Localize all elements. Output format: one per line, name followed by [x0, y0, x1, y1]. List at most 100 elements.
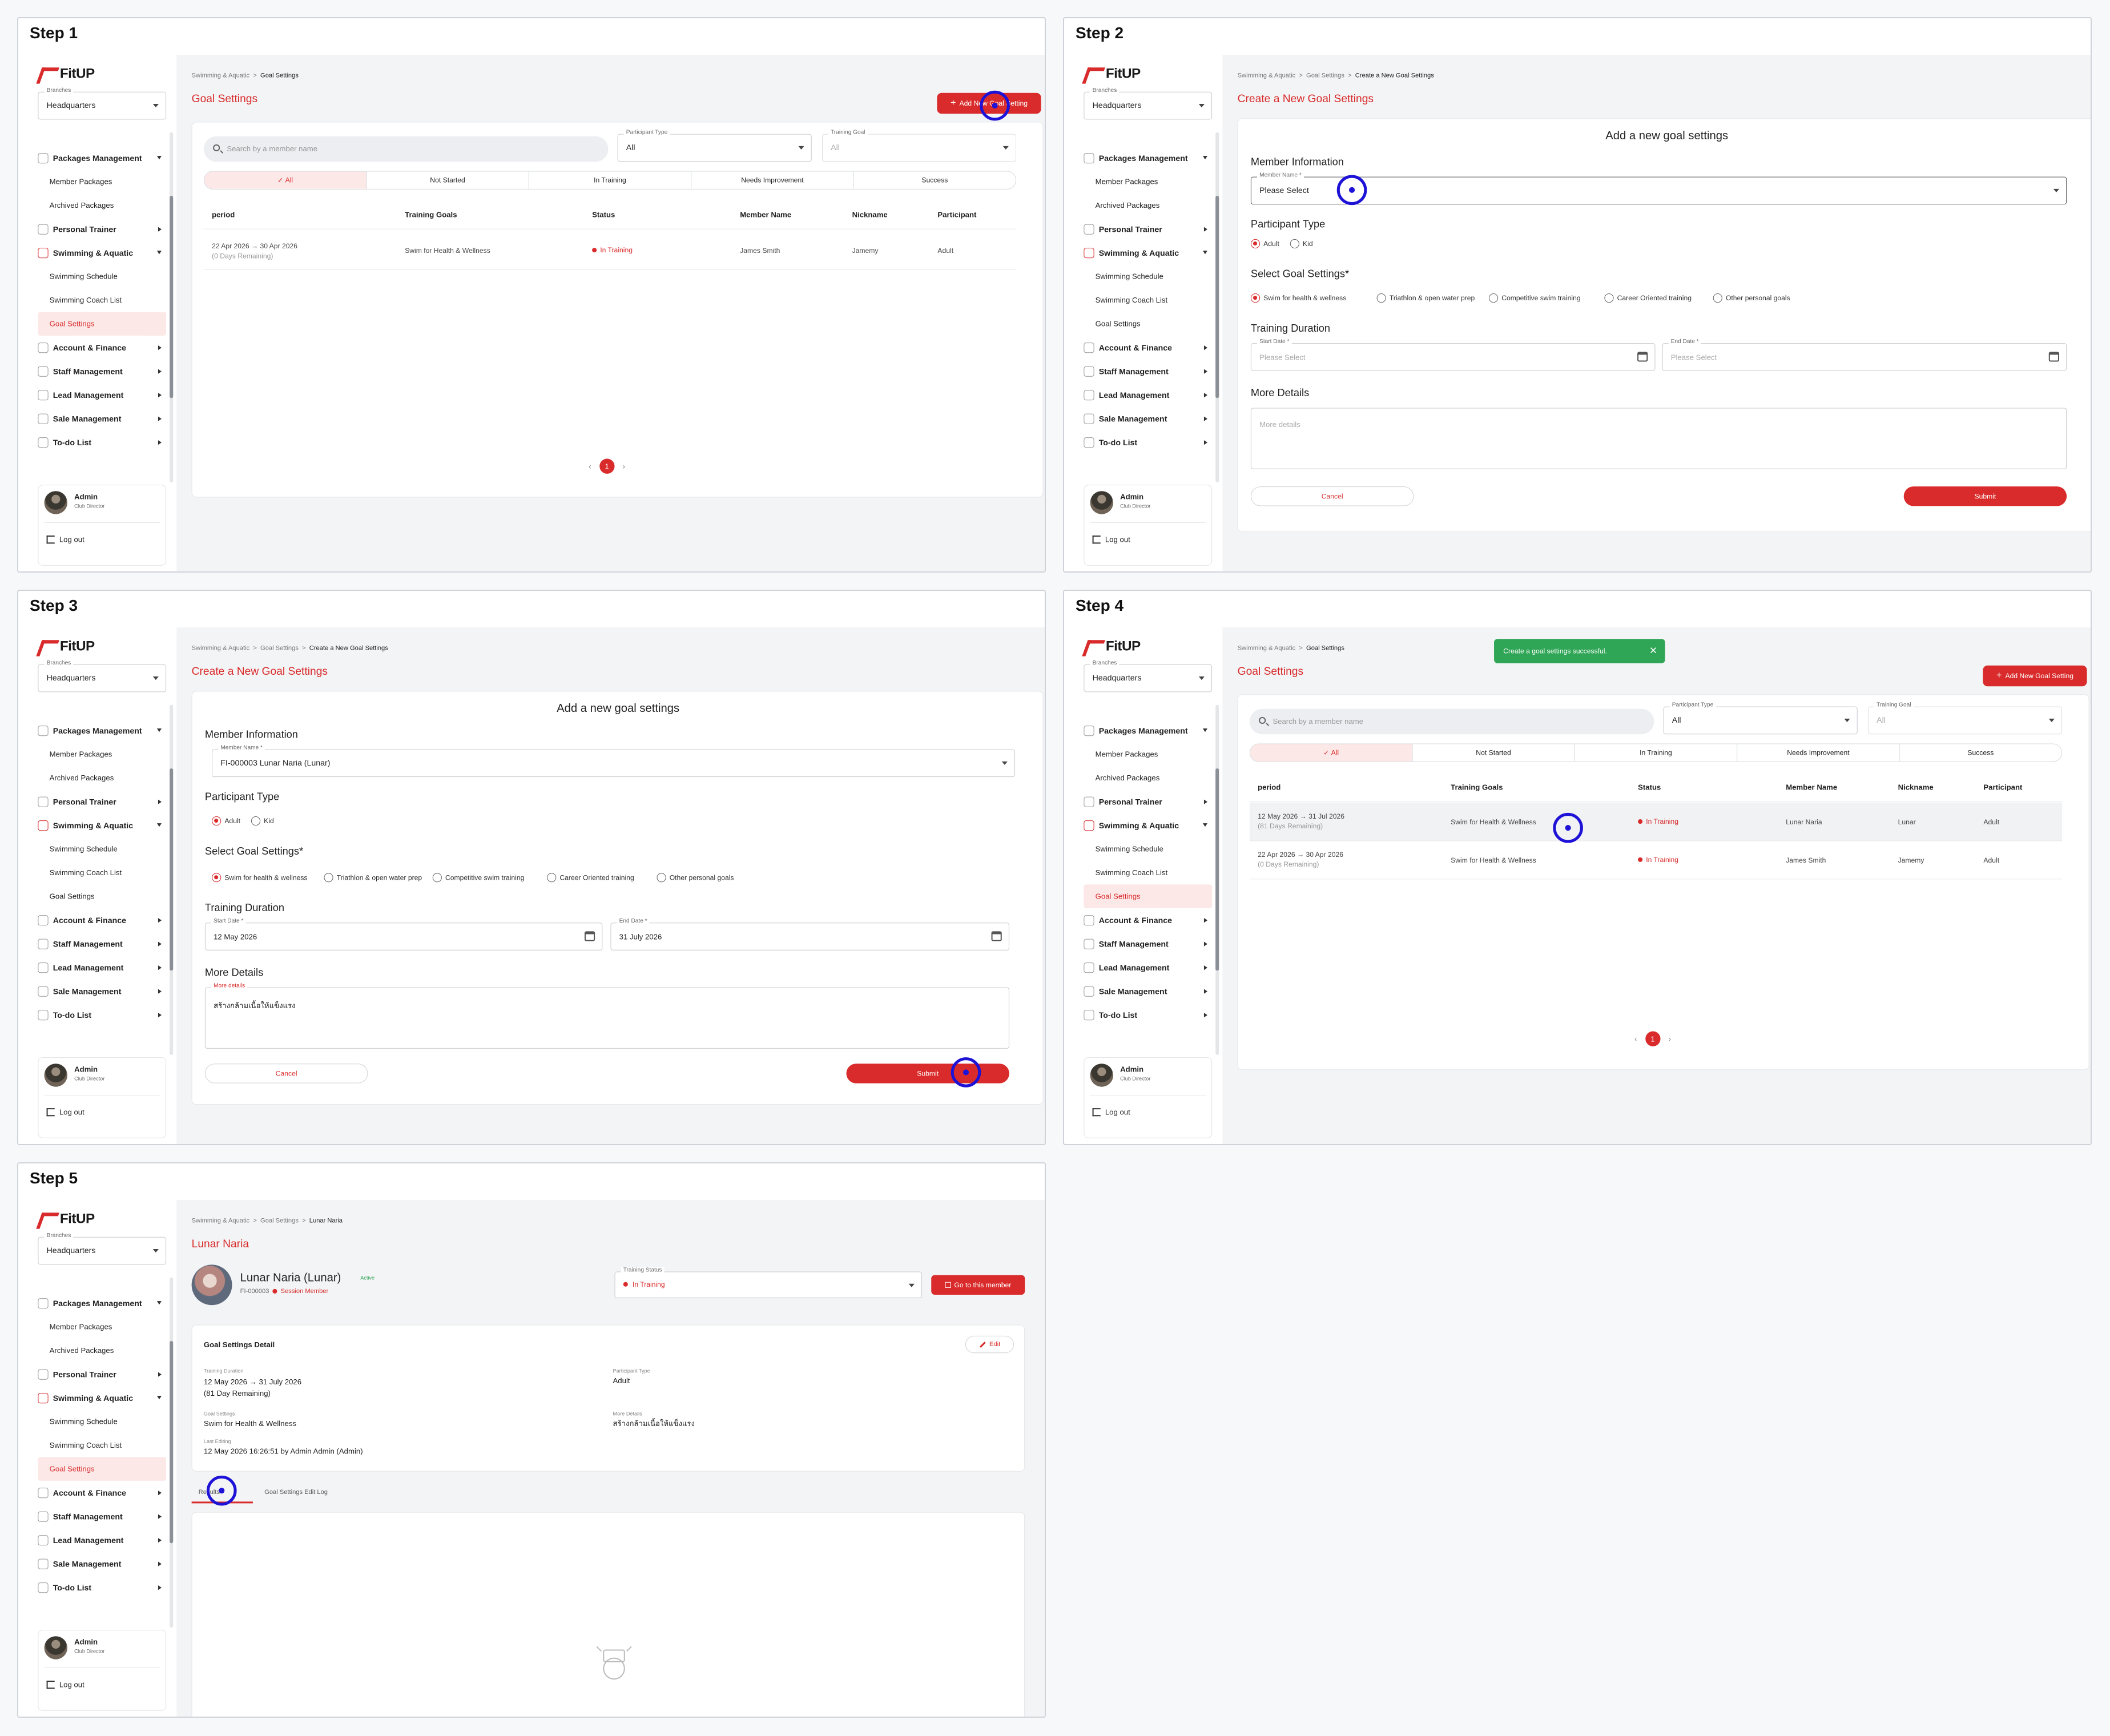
tab-edit-log[interactable]: Goal Settings Edit Log: [264, 1489, 328, 1496]
table-row[interactable]: [1249, 802, 2063, 841]
sidebar-item-packages[interactable]: Packages Management: [38, 1291, 166, 1315]
sidebar-item-account[interactable]: Account & Finance: [1084, 336, 1212, 360]
kid-radio[interactable]: Kid: [1290, 239, 1313, 249]
edit-button[interactable]: Edit: [965, 1335, 1014, 1354]
sidebar-item-swimming-schedule[interactable]: Swimming Schedule: [1095, 844, 1163, 853]
sidebar-item-packages[interactable]: Packages Management: [38, 719, 166, 743]
tab-in-training[interactable]: In Training: [1575, 744, 1738, 762]
tab-all[interactable]: ✓ All: [204, 171, 367, 189]
sidebar-item-todo[interactable]: To-do List: [38, 1003, 166, 1027]
sidebar-item-archived-packages[interactable]: Archived Packages: [49, 1346, 114, 1355]
sidebar-item-staff[interactable]: Staff Management: [1084, 932, 1212, 956]
sidebar-item-lead[interactable]: Lead Management: [1084, 956, 1212, 980]
sidebar-item-swimming-schedule[interactable]: Swimming Schedule: [1095, 272, 1163, 281]
goal-radio-career[interactable]: Career Oriented training: [1604, 293, 1692, 303]
logout-button[interactable]: Log out: [1092, 1107, 1130, 1116]
sidebar-item-todo[interactable]: To-do List: [38, 430, 166, 454]
sidebar-item-packages[interactable]: Packages Management: [38, 146, 166, 170]
sidebar-item-packages[interactable]: Packages Management: [1084, 146, 1212, 170]
branch-select[interactable]: Branches Headquarters: [1084, 87, 1213, 120]
goal-radio-competitive[interactable]: Competitive swim training: [432, 873, 524, 883]
go-to-member-button[interactable]: Go to this member: [931, 1275, 1025, 1295]
start-date-field[interactable]: Start Date * 12 May 2026: [204, 918, 603, 950]
cancel-button[interactable]: Cancel: [1250, 486, 1414, 506]
goal-radio-triathlon[interactable]: Triathlon & open water prep: [324, 873, 422, 883]
goal-radio-other[interactable]: Other personal goals: [657, 873, 734, 883]
sidebar-item-staff[interactable]: Staff Management: [1084, 359, 1212, 383]
sidebar-scrollbar[interactable]: [1215, 132, 1219, 483]
sidebar-item-goal-settings[interactable]: Goal Settings: [1084, 884, 1213, 908]
branch-select[interactable]: Branches Headquarters: [38, 659, 167, 692]
goal-radio-competitive[interactable]: Competitive swim training: [1488, 293, 1581, 303]
training-status-select[interactable]: Training Status In Training: [614, 1267, 923, 1299]
sidebar-item-swimming-coach[interactable]: Swimming Coach List: [49, 1441, 122, 1450]
calendar-icon[interactable]: [2048, 352, 2059, 362]
kid-radio[interactable]: Kid: [251, 816, 274, 826]
submit-button[interactable]: Submit: [846, 1064, 1009, 1084]
logout-button[interactable]: Log out: [46, 1680, 84, 1689]
more-details-textarea[interactable]: More details สร้างกล้ามเนื้อให้แข็งแรง: [204, 982, 1009, 1049]
goal-radio-triathlon[interactable]: Triathlon & open water prep: [1376, 293, 1475, 303]
sidebar-item-goal-settings[interactable]: Goal Settings: [49, 892, 95, 901]
search-input[interactable]: Search by a member name: [1249, 708, 1654, 735]
add-goal-setting-button[interactable]: + Add New Goal Setting: [1983, 665, 2087, 687]
tab-in-training[interactable]: In Training: [529, 171, 692, 189]
sidebar-item-todo[interactable]: To-do List: [1084, 430, 1212, 454]
calendar-icon[interactable]: [991, 931, 1002, 941]
sidebar-item-account[interactable]: Account & Finance: [1084, 908, 1212, 932]
sidebar-item-personal-trainer[interactable]: Personal Trainer: [38, 790, 166, 813]
sidebar-item-sale[interactable]: Sale Management: [1084, 979, 1212, 1003]
sidebar-item-member-packages[interactable]: Member Packages: [1095, 750, 1158, 759]
end-date-field[interactable]: End Date * Please Select: [1662, 338, 2067, 371]
sidebar-scrollbar[interactable]: [170, 1277, 174, 1628]
training-goal-select[interactable]: Training Goal All: [822, 129, 1017, 162]
sidebar-item-swimming[interactable]: Swimming & Aquatic: [38, 241, 166, 265]
sidebar-item-member-packages[interactable]: Member Packages: [49, 1322, 112, 1331]
sidebar-item-swimming-coach[interactable]: Swimming Coach List: [49, 868, 122, 877]
table-row[interactable]: 22 Apr 2026 → 30 Apr 2026 (0 Days Remaini…: [212, 241, 297, 260]
sidebar-item-account[interactable]: Account & Finance: [38, 1481, 166, 1505]
calendar-icon[interactable]: [1637, 352, 1648, 362]
participant-type-select[interactable]: Participant Type All: [617, 129, 812, 162]
start-date-field[interactable]: Start Date * Please Select: [1250, 338, 1656, 371]
sidebar-item-packages[interactable]: Packages Management: [1084, 719, 1212, 743]
page-button[interactable]: 1: [1645, 1031, 1661, 1046]
tab-needs-improvement[interactable]: Needs Improvement: [1737, 744, 1900, 762]
sidebar-item-personal-trainer[interactable]: Personal Trainer: [1084, 790, 1212, 813]
sidebar-item-member-packages[interactable]: Member Packages: [1095, 177, 1158, 186]
sidebar-item-archived-packages[interactable]: Archived Packages: [49, 774, 114, 783]
branch-select[interactable]: Branches Headquarters: [38, 1232, 167, 1265]
sidebar-item-swimming-schedule[interactable]: Swimming Schedule: [49, 1417, 118, 1426]
sidebar-item-sale[interactable]: Sale Management: [38, 1552, 166, 1576]
sidebar-item-archived-packages[interactable]: Archived Packages: [1095, 774, 1160, 783]
branch-select[interactable]: Branches Headquarters: [1084, 659, 1213, 692]
adult-radio[interactable]: Adult: [212, 816, 240, 826]
sidebar-item-staff[interactable]: Staff Management: [38, 932, 166, 956]
sidebar-item-personal-trainer[interactable]: Personal Trainer: [1084, 217, 1212, 241]
calendar-icon[interactable]: [584, 931, 595, 941]
logout-button[interactable]: Log out: [1092, 535, 1130, 543]
sidebar-item-member-packages[interactable]: Member Packages: [49, 750, 112, 759]
tab-success[interactable]: Success: [921, 176, 948, 184]
sidebar-item-swimming[interactable]: Swimming & Aquatic: [38, 1386, 166, 1410]
adult-radio[interactable]: Adult: [1250, 239, 1279, 249]
submit-button[interactable]: Submit: [1903, 486, 2067, 506]
tab-success[interactable]: Success: [1967, 748, 1994, 757]
sidebar-item-account[interactable]: Account & Finance: [38, 908, 166, 932]
sidebar-item-goal-settings[interactable]: Goal Settings: [1095, 319, 1141, 328]
cancel-button[interactable]: Cancel: [204, 1064, 368, 1084]
member-name-select[interactable]: Member Name * FI-000003 Lunar Naria (Luna…: [212, 744, 1016, 778]
sidebar-item-sale[interactable]: Sale Management: [1084, 406, 1212, 430]
sidebar-item-lead[interactable]: Lead Management: [38, 383, 166, 407]
search-input[interactable]: Search by a member name: [203, 136, 609, 162]
sidebar-item-sale[interactable]: Sale Management: [38, 406, 166, 430]
tab-not-started[interactable]: Not Started: [1412, 744, 1575, 762]
sidebar-item-swimming-coach[interactable]: Swimming Coach List: [49, 296, 122, 305]
sidebar-item-lead[interactable]: Lead Management: [38, 1528, 166, 1552]
sidebar-item-lead[interactable]: Lead Management: [1084, 383, 1212, 407]
sidebar-item-member-packages[interactable]: Member Packages: [49, 177, 112, 186]
tab-not-started[interactable]: Not Started: [367, 171, 529, 189]
goal-radio-health[interactable]: Swim for health & wellness: [1250, 293, 1346, 303]
chevron-right-icon[interactable]: ›: [622, 461, 626, 471]
chevron-left-icon[interactable]: ‹: [1634, 1034, 1637, 1044]
